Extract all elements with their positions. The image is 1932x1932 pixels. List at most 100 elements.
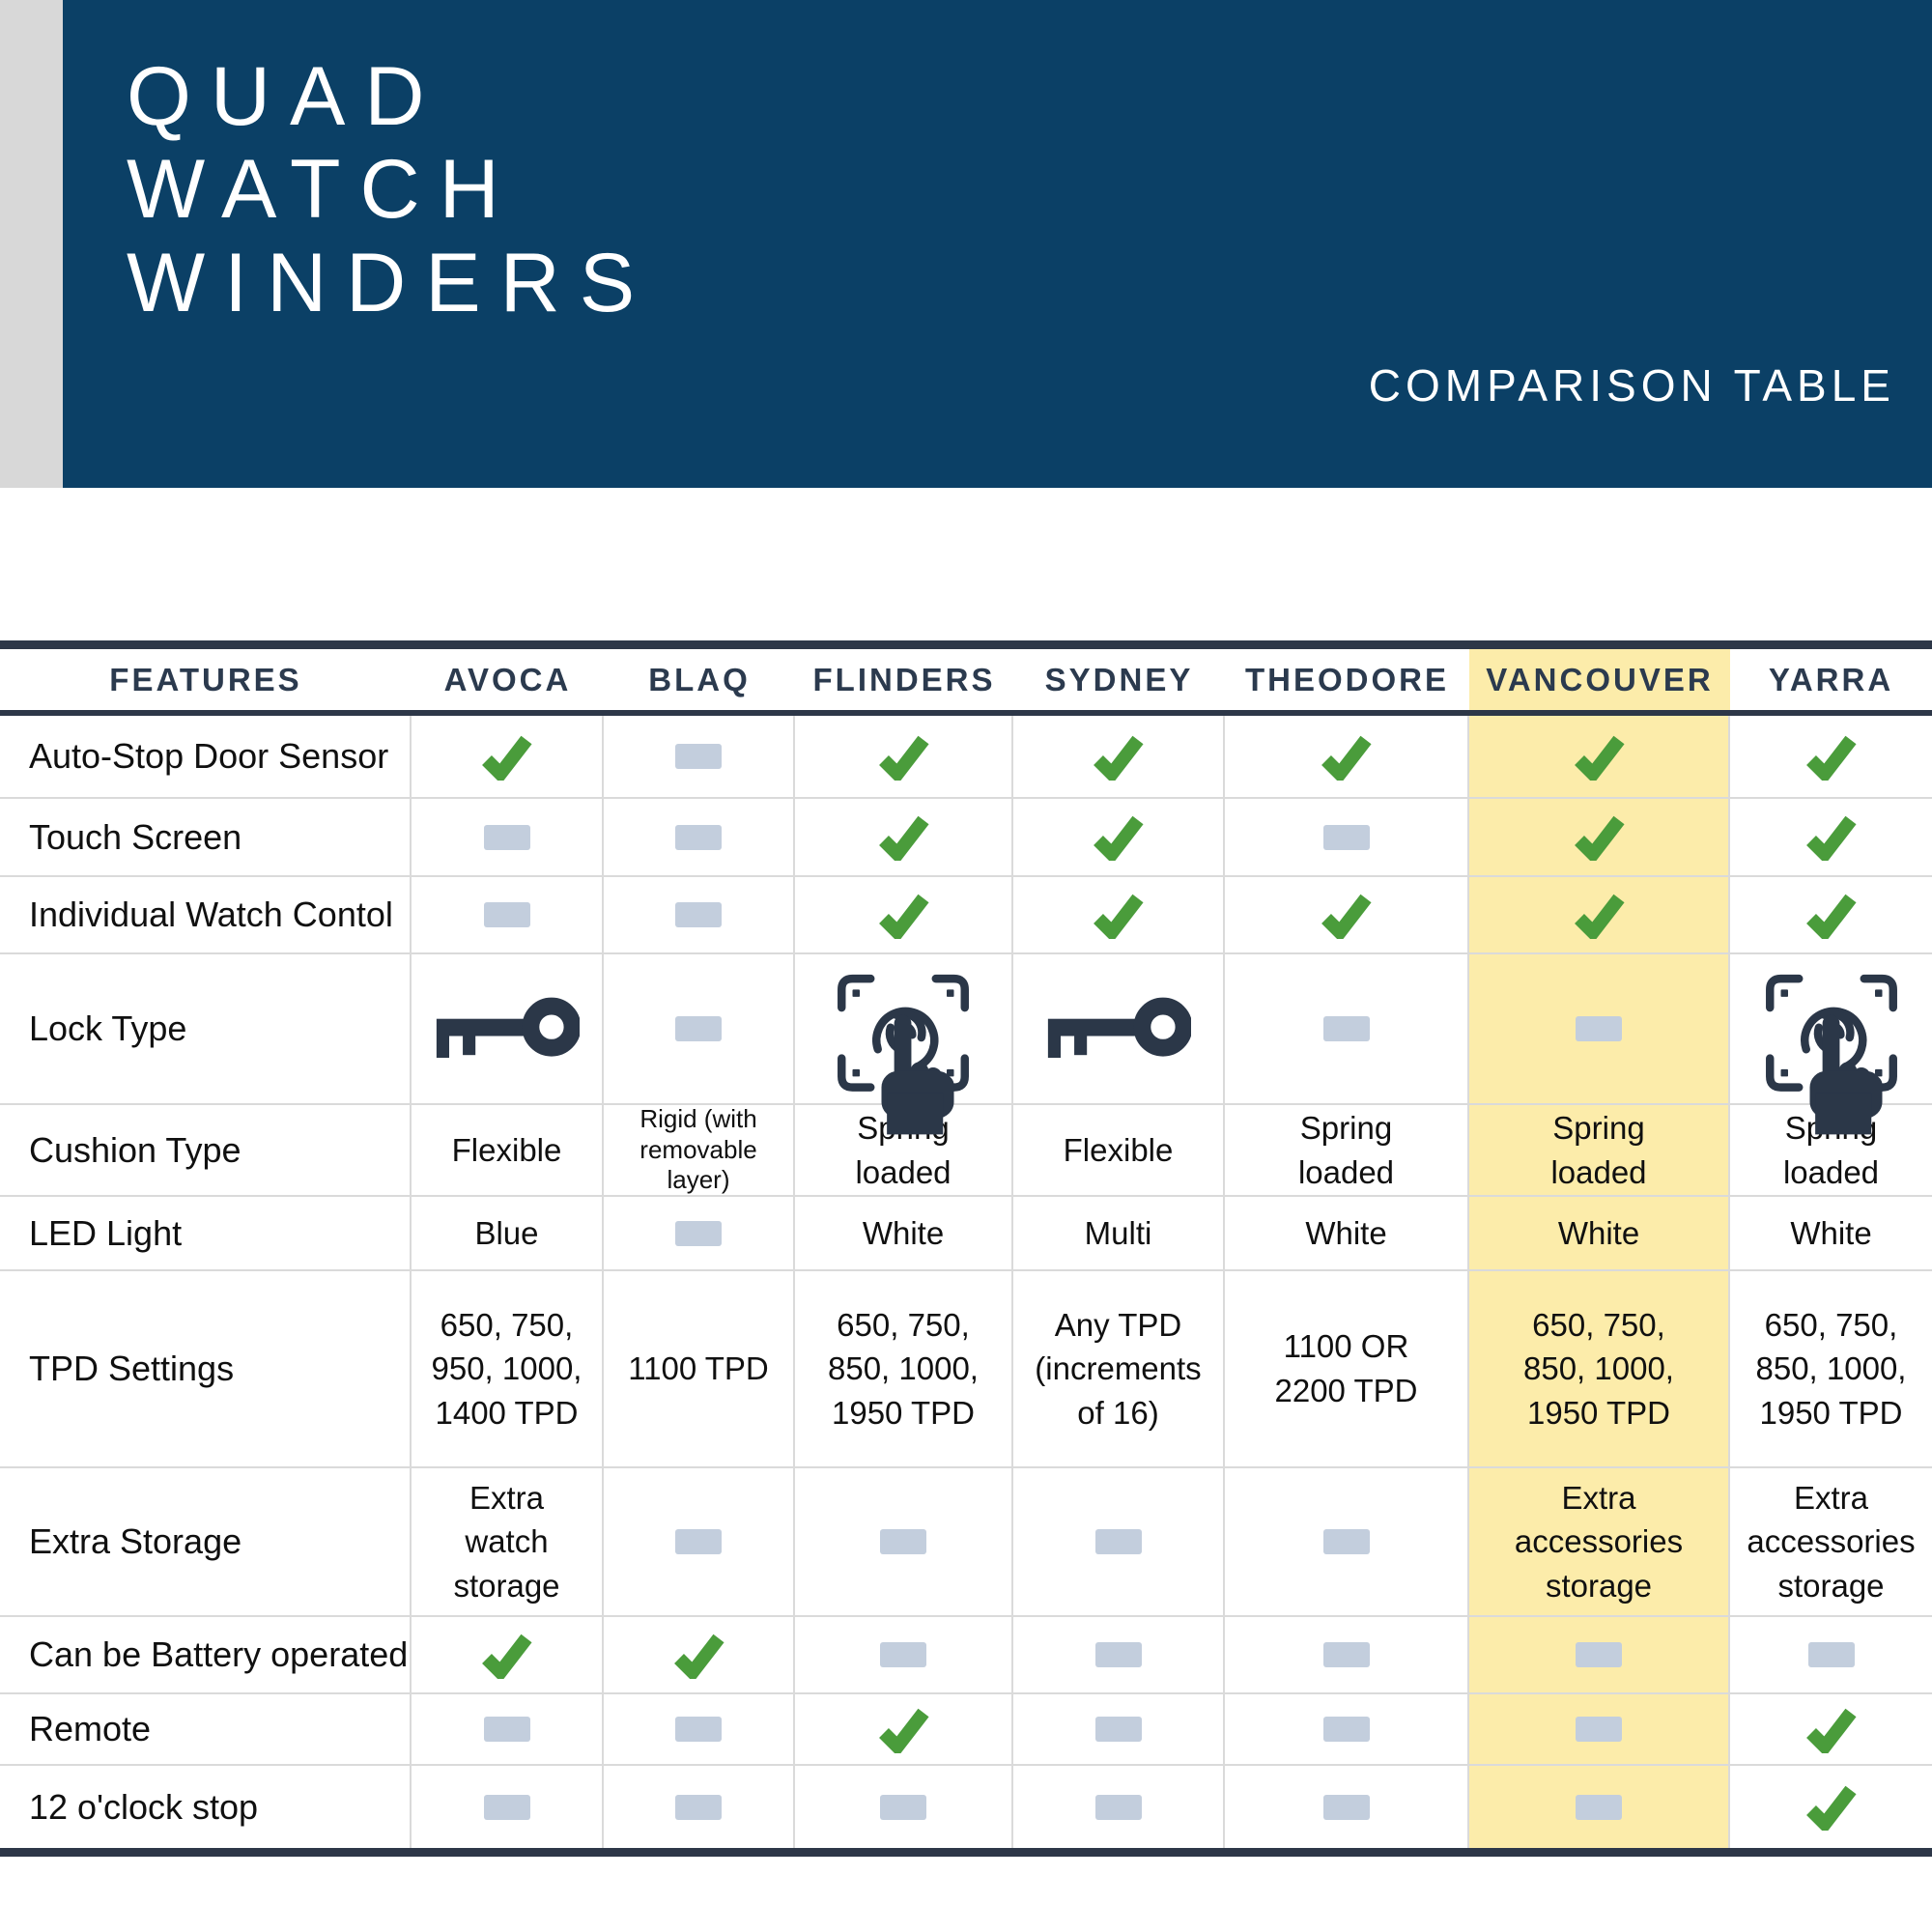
table-cell: 650, 750, 850, 1000, 1950 TPD — [1469, 1271, 1730, 1468]
check-icon — [877, 813, 930, 861]
cell-text: Rigid (with removable layer) — [639, 1103, 757, 1195]
check-icon — [877, 1706, 930, 1753]
table-cell — [1730, 954, 1932, 1135]
dash-icon — [483, 1794, 530, 1820]
check-icon — [1573, 892, 1626, 939]
table-cell — [604, 954, 795, 1105]
table-cell: Flexible — [1013, 1105, 1225, 1197]
cell-text: 1100 OR 2200 TPD — [1274, 1328, 1418, 1408]
table-cell — [1013, 954, 1225, 1105]
cell-text: Spring loaded — [1297, 1109, 1395, 1190]
table-cell — [795, 1468, 1013, 1617]
table-cell: 1100 OR 2200 TPD — [1225, 1271, 1469, 1468]
table-cell: Multi — [1013, 1197, 1225, 1271]
dash-icon — [675, 1016, 722, 1041]
check-icon — [1804, 733, 1858, 781]
title-line: QUAD — [127, 50, 444, 143]
dash-icon — [1807, 1642, 1855, 1667]
dash-icon — [675, 1794, 722, 1820]
check-icon — [672, 1632, 725, 1679]
key-icon — [435, 988, 580, 1069]
column-header-features: FEATURES — [109, 661, 302, 697]
table-cell — [604, 1766, 795, 1848]
table-cell — [412, 1694, 604, 1766]
comparison-table: FEATURES AVOCA BLAQ FLINDERS SYDNEY THEODORE V… — [0, 640, 1932, 1857]
table-cell — [795, 1617, 1013, 1694]
table-cell — [1225, 877, 1469, 954]
table-cell — [1469, 954, 1730, 1105]
table-cell: Spring loaded — [1469, 1105, 1730, 1197]
table-cell — [1013, 1766, 1225, 1848]
table-cell — [795, 954, 1013, 1135]
dash-icon — [675, 1529, 722, 1554]
table-cell — [1013, 877, 1225, 954]
table-cell — [604, 877, 795, 954]
table-header-divider — [0, 710, 1932, 716]
table-cell — [1730, 877, 1932, 954]
check-icon — [877, 892, 930, 939]
table-cell — [1469, 1617, 1730, 1694]
table-cell: White — [1225, 1197, 1469, 1271]
dash-icon — [880, 1794, 926, 1820]
check-icon — [1573, 813, 1626, 861]
check-icon — [1804, 1783, 1858, 1831]
fingerprint-touch-icon — [1759, 956, 1904, 1135]
dash-icon — [675, 902, 722, 927]
table-cell — [1225, 1766, 1469, 1848]
table-cell: 650, 750, 850, 1000, 1950 TPD — [1730, 1271, 1932, 1468]
cell-text: Spring loaded — [1550, 1109, 1647, 1190]
table-cell — [604, 799, 795, 877]
dash-icon — [675, 1717, 722, 1742]
table-cell — [795, 1766, 1013, 1848]
page-title: QUAD WATCH WINDERS — [127, 50, 654, 329]
table-cell — [1225, 1468, 1469, 1617]
check-icon — [1092, 892, 1145, 939]
cell-text: 1100 TPD — [628, 1350, 769, 1387]
column-header-avoca: AVOCA — [443, 661, 572, 697]
dash-icon — [675, 744, 722, 769]
dash-icon — [1094, 1794, 1142, 1820]
cell-text: White — [1557, 1214, 1640, 1251]
table-cell — [1013, 1694, 1225, 1766]
table-cell — [1013, 716, 1225, 799]
title-line: WINDERS — [127, 236, 655, 329]
feature-label: Cushion Type — [0, 1105, 412, 1197]
table-cell: Blue — [412, 1197, 604, 1271]
table-cell — [1730, 1694, 1932, 1766]
table-cell — [795, 716, 1013, 799]
table-body: Auto-Stop Door Sensor Touch Screen Individ… — [0, 716, 1932, 1848]
table-cell — [1013, 799, 1225, 877]
column-header-vancouver: VANCOUVER — [1469, 649, 1730, 710]
cell-text: 650, 750, 850, 1000, 1950 TPD — [828, 1306, 979, 1431]
feature-label: 12 o'clock stop — [0, 1766, 412, 1848]
table-cell: White — [1469, 1197, 1730, 1271]
table-cell — [412, 799, 604, 877]
dash-icon — [1576, 1717, 1622, 1742]
title-line: WATCH — [127, 143, 519, 237]
feature-label: Auto-Stop Door Sensor — [0, 716, 412, 799]
feature-label: Touch Screen — [0, 799, 412, 877]
check-icon — [1320, 733, 1373, 781]
dash-icon — [1094, 1529, 1142, 1554]
table-border-top — [0, 640, 1932, 649]
table-cell — [1730, 716, 1932, 799]
table-cell — [1469, 1766, 1730, 1848]
table-cell: White — [795, 1197, 1013, 1271]
dash-icon — [880, 1642, 926, 1667]
check-icon — [1573, 733, 1626, 781]
feature-label: Remote — [0, 1694, 412, 1766]
dash-icon — [1576, 1794, 1622, 1820]
cell-text: Multi — [1084, 1214, 1152, 1251]
dash-icon — [1322, 824, 1370, 850]
table-cell: Spring loaded — [1225, 1105, 1469, 1197]
dash-icon — [1094, 1717, 1142, 1742]
table-cell — [1225, 716, 1469, 799]
dash-icon — [1322, 1016, 1370, 1041]
table-cell: Flexible — [412, 1105, 604, 1197]
check-icon — [1092, 813, 1145, 861]
left-accent-strip — [0, 0, 63, 488]
table-cell — [604, 716, 795, 799]
check-icon — [480, 733, 533, 781]
cell-text: White — [1790, 1214, 1872, 1251]
fingerprint-touch-icon — [831, 956, 976, 1135]
